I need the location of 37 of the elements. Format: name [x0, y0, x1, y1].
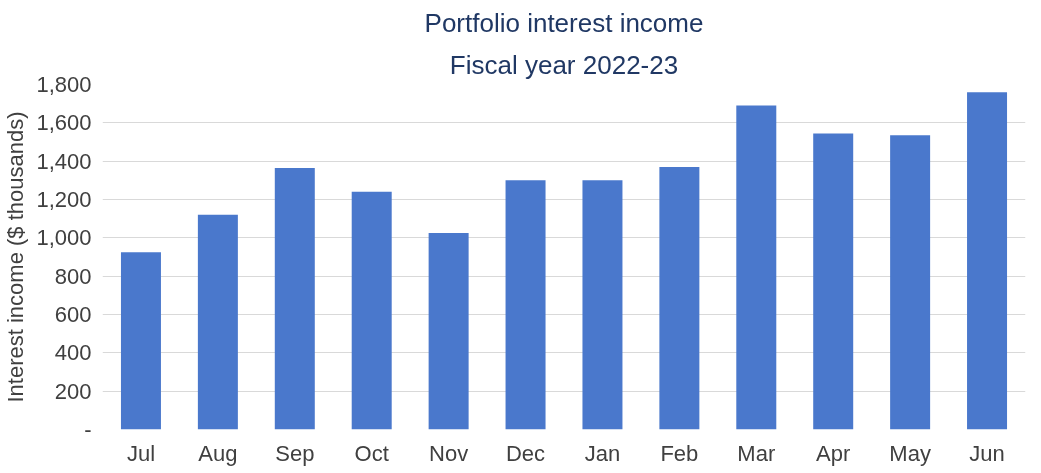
bar: [813, 133, 854, 430]
bar: [197, 214, 238, 430]
y-tick-label: 800: [54, 263, 92, 289]
y-tick-label: 1,600: [36, 110, 92, 136]
y-tick-label: 1,400: [36, 148, 92, 174]
x-tick-label: Apr: [816, 440, 851, 466]
y-tick-label: -: [84, 417, 92, 442]
y-tick-label: 1,000: [36, 225, 92, 251]
y-tick-label: 200: [54, 378, 92, 404]
bar: [659, 166, 700, 430]
bar: [890, 135, 931, 430]
x-tick-label: May: [889, 440, 931, 466]
x-tick-label: Jan: [584, 440, 621, 466]
bar: [351, 191, 392, 430]
x-tick-label: Mar: [737, 440, 776, 466]
x-tick-label: Sep: [275, 440, 315, 466]
bar: [505, 180, 546, 430]
x-tick-label: Nov: [429, 440, 469, 466]
y-tick-label: 1,800: [36, 72, 92, 97]
y-tick-label: 400: [54, 340, 92, 366]
bar: [582, 180, 623, 430]
x-tick-label: Aug: [198, 440, 238, 466]
x-tick-label: Jun: [969, 440, 1005, 466]
y-tick-label: 600: [54, 302, 92, 327]
x-tick-label: Dec: [505, 440, 546, 466]
x-tick-label: Jul: [126, 440, 156, 466]
bar: [736, 105, 777, 430]
bar: [120, 252, 161, 430]
x-tick-label: Feb: [660, 440, 699, 466]
y-axis-title: Interest income ($ thousands): [3, 111, 29, 403]
x-tick-label: Oct: [354, 440, 389, 466]
bar: [428, 233, 469, 430]
chart-title: Portfolio interest income: [424, 7, 704, 38]
bar: [967, 92, 1008, 430]
chart-subtitle: Fiscal year 2022-23: [449, 49, 679, 80]
y-tick-label: 1,200: [36, 187, 92, 212]
bar: [274, 167, 315, 430]
